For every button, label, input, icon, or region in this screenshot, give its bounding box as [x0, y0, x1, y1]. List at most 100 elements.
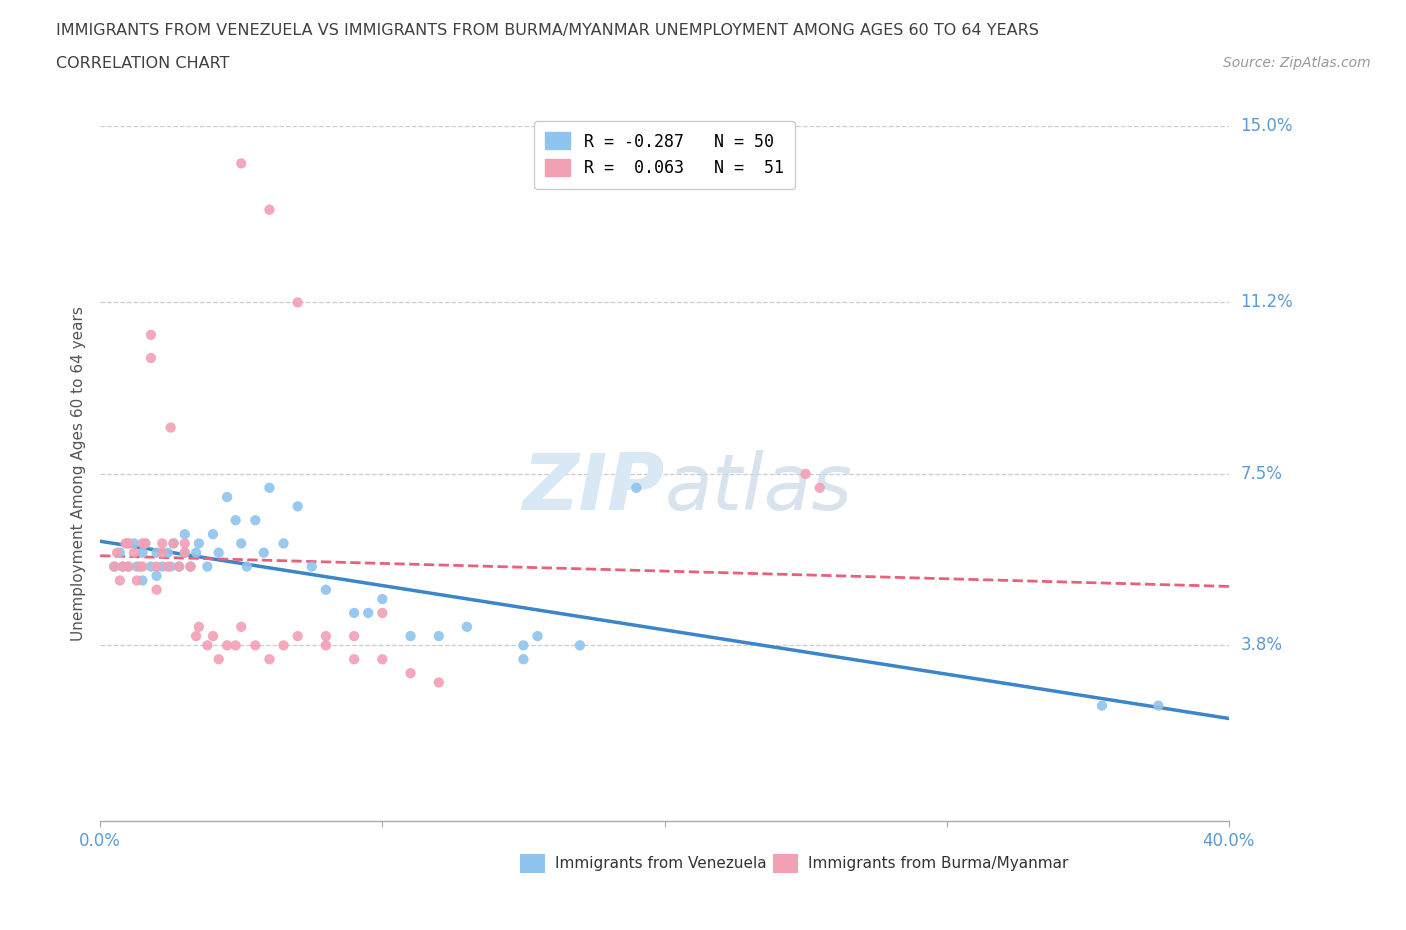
Text: atlas: atlas [665, 450, 852, 525]
Point [167, 559, 190, 574]
Point [145, 568, 167, 583]
Point [512, 652, 534, 667]
Point [245, 638, 267, 653]
Point [1147, 698, 1170, 713]
Point [371, 591, 394, 606]
Point [156, 559, 179, 574]
Point [162, 536, 184, 551]
Point [371, 652, 394, 667]
Point [253, 545, 276, 560]
Text: 3.8%: 3.8% [1240, 636, 1282, 655]
Text: IMMIGRANTS FROM VENEZUELA VS IMMIGRANTS FROM BURMA/MYANMAR UNEMPLOYMENT AMONG AG: IMMIGRANTS FROM VENEZUELA VS IMMIGRANTS … [56, 23, 1039, 38]
Point [245, 512, 267, 527]
Point [117, 559, 139, 574]
Text: 15.0%: 15.0% [1240, 117, 1292, 135]
Point [128, 559, 150, 574]
Point [202, 629, 225, 644]
Point [427, 675, 450, 690]
Point [167, 559, 190, 574]
Point [1091, 698, 1114, 713]
Point [217, 638, 239, 653]
Point [187, 536, 209, 551]
Point [427, 629, 450, 644]
Point [301, 559, 323, 574]
Point [187, 619, 209, 634]
Point [173, 526, 195, 541]
Point [357, 605, 380, 620]
Point [150, 559, 173, 574]
Point [217, 489, 239, 504]
Point [125, 559, 148, 574]
Point [131, 559, 153, 574]
Point [150, 536, 173, 551]
Text: 11.2%: 11.2% [1240, 293, 1294, 312]
Point [273, 536, 295, 551]
Point [145, 582, 167, 597]
Point [145, 559, 167, 574]
Point [195, 638, 218, 653]
Point [208, 545, 231, 560]
Text: ZIP: ZIP [522, 450, 665, 525]
Point [273, 638, 295, 653]
Point [117, 536, 139, 551]
Point [108, 573, 131, 588]
Point [145, 545, 167, 560]
Point [371, 605, 394, 620]
Point [399, 666, 422, 681]
Point [117, 536, 139, 551]
Point [456, 619, 478, 634]
Text: Immigrants from Venezuela: Immigrants from Venezuela [555, 856, 766, 870]
Point [111, 559, 134, 574]
Point [259, 203, 281, 218]
Point [173, 545, 195, 560]
Point [139, 327, 162, 342]
Point [139, 559, 162, 574]
Point [512, 638, 534, 653]
Point [162, 536, 184, 551]
Point [184, 545, 207, 560]
Point [225, 512, 247, 527]
Point [568, 638, 591, 653]
Legend: R = -0.287   N = 50, R =  0.063   N =  51: R = -0.287 N = 50, R = 0.063 N = 51 [534, 121, 796, 189]
Point [231, 156, 253, 171]
Point [287, 295, 309, 310]
Point [808, 481, 831, 496]
Point [259, 481, 281, 496]
Point [108, 545, 131, 560]
Point [134, 536, 156, 551]
Point [159, 559, 181, 574]
Point [173, 545, 195, 560]
Point [179, 559, 201, 574]
Point [231, 536, 253, 551]
Point [103, 559, 125, 574]
Point [208, 652, 231, 667]
Point [315, 582, 337, 597]
Point [343, 605, 366, 620]
Point [122, 545, 145, 560]
Point [131, 573, 153, 588]
Point [122, 536, 145, 551]
Point [315, 629, 337, 644]
Text: CORRELATION CHART: CORRELATION CHART [56, 56, 229, 71]
Point [131, 536, 153, 551]
Text: Source: ZipAtlas.com: Source: ZipAtlas.com [1223, 56, 1371, 70]
Point [287, 498, 309, 513]
Point [131, 545, 153, 560]
Point [150, 545, 173, 560]
Point [179, 559, 201, 574]
Point [105, 545, 128, 560]
Point [231, 619, 253, 634]
Point [259, 652, 281, 667]
Point [195, 559, 218, 574]
Point [343, 652, 366, 667]
Point [626, 481, 648, 496]
Y-axis label: Unemployment Among Ages 60 to 64 years: Unemployment Among Ages 60 to 64 years [72, 307, 86, 642]
Point [156, 545, 179, 560]
Text: 7.5%: 7.5% [1240, 465, 1282, 483]
Point [159, 420, 181, 435]
Point [225, 638, 247, 653]
Point [114, 536, 136, 551]
Point [117, 559, 139, 574]
Text: Immigrants from Burma/Myanmar: Immigrants from Burma/Myanmar [808, 856, 1069, 870]
Point [236, 559, 259, 574]
